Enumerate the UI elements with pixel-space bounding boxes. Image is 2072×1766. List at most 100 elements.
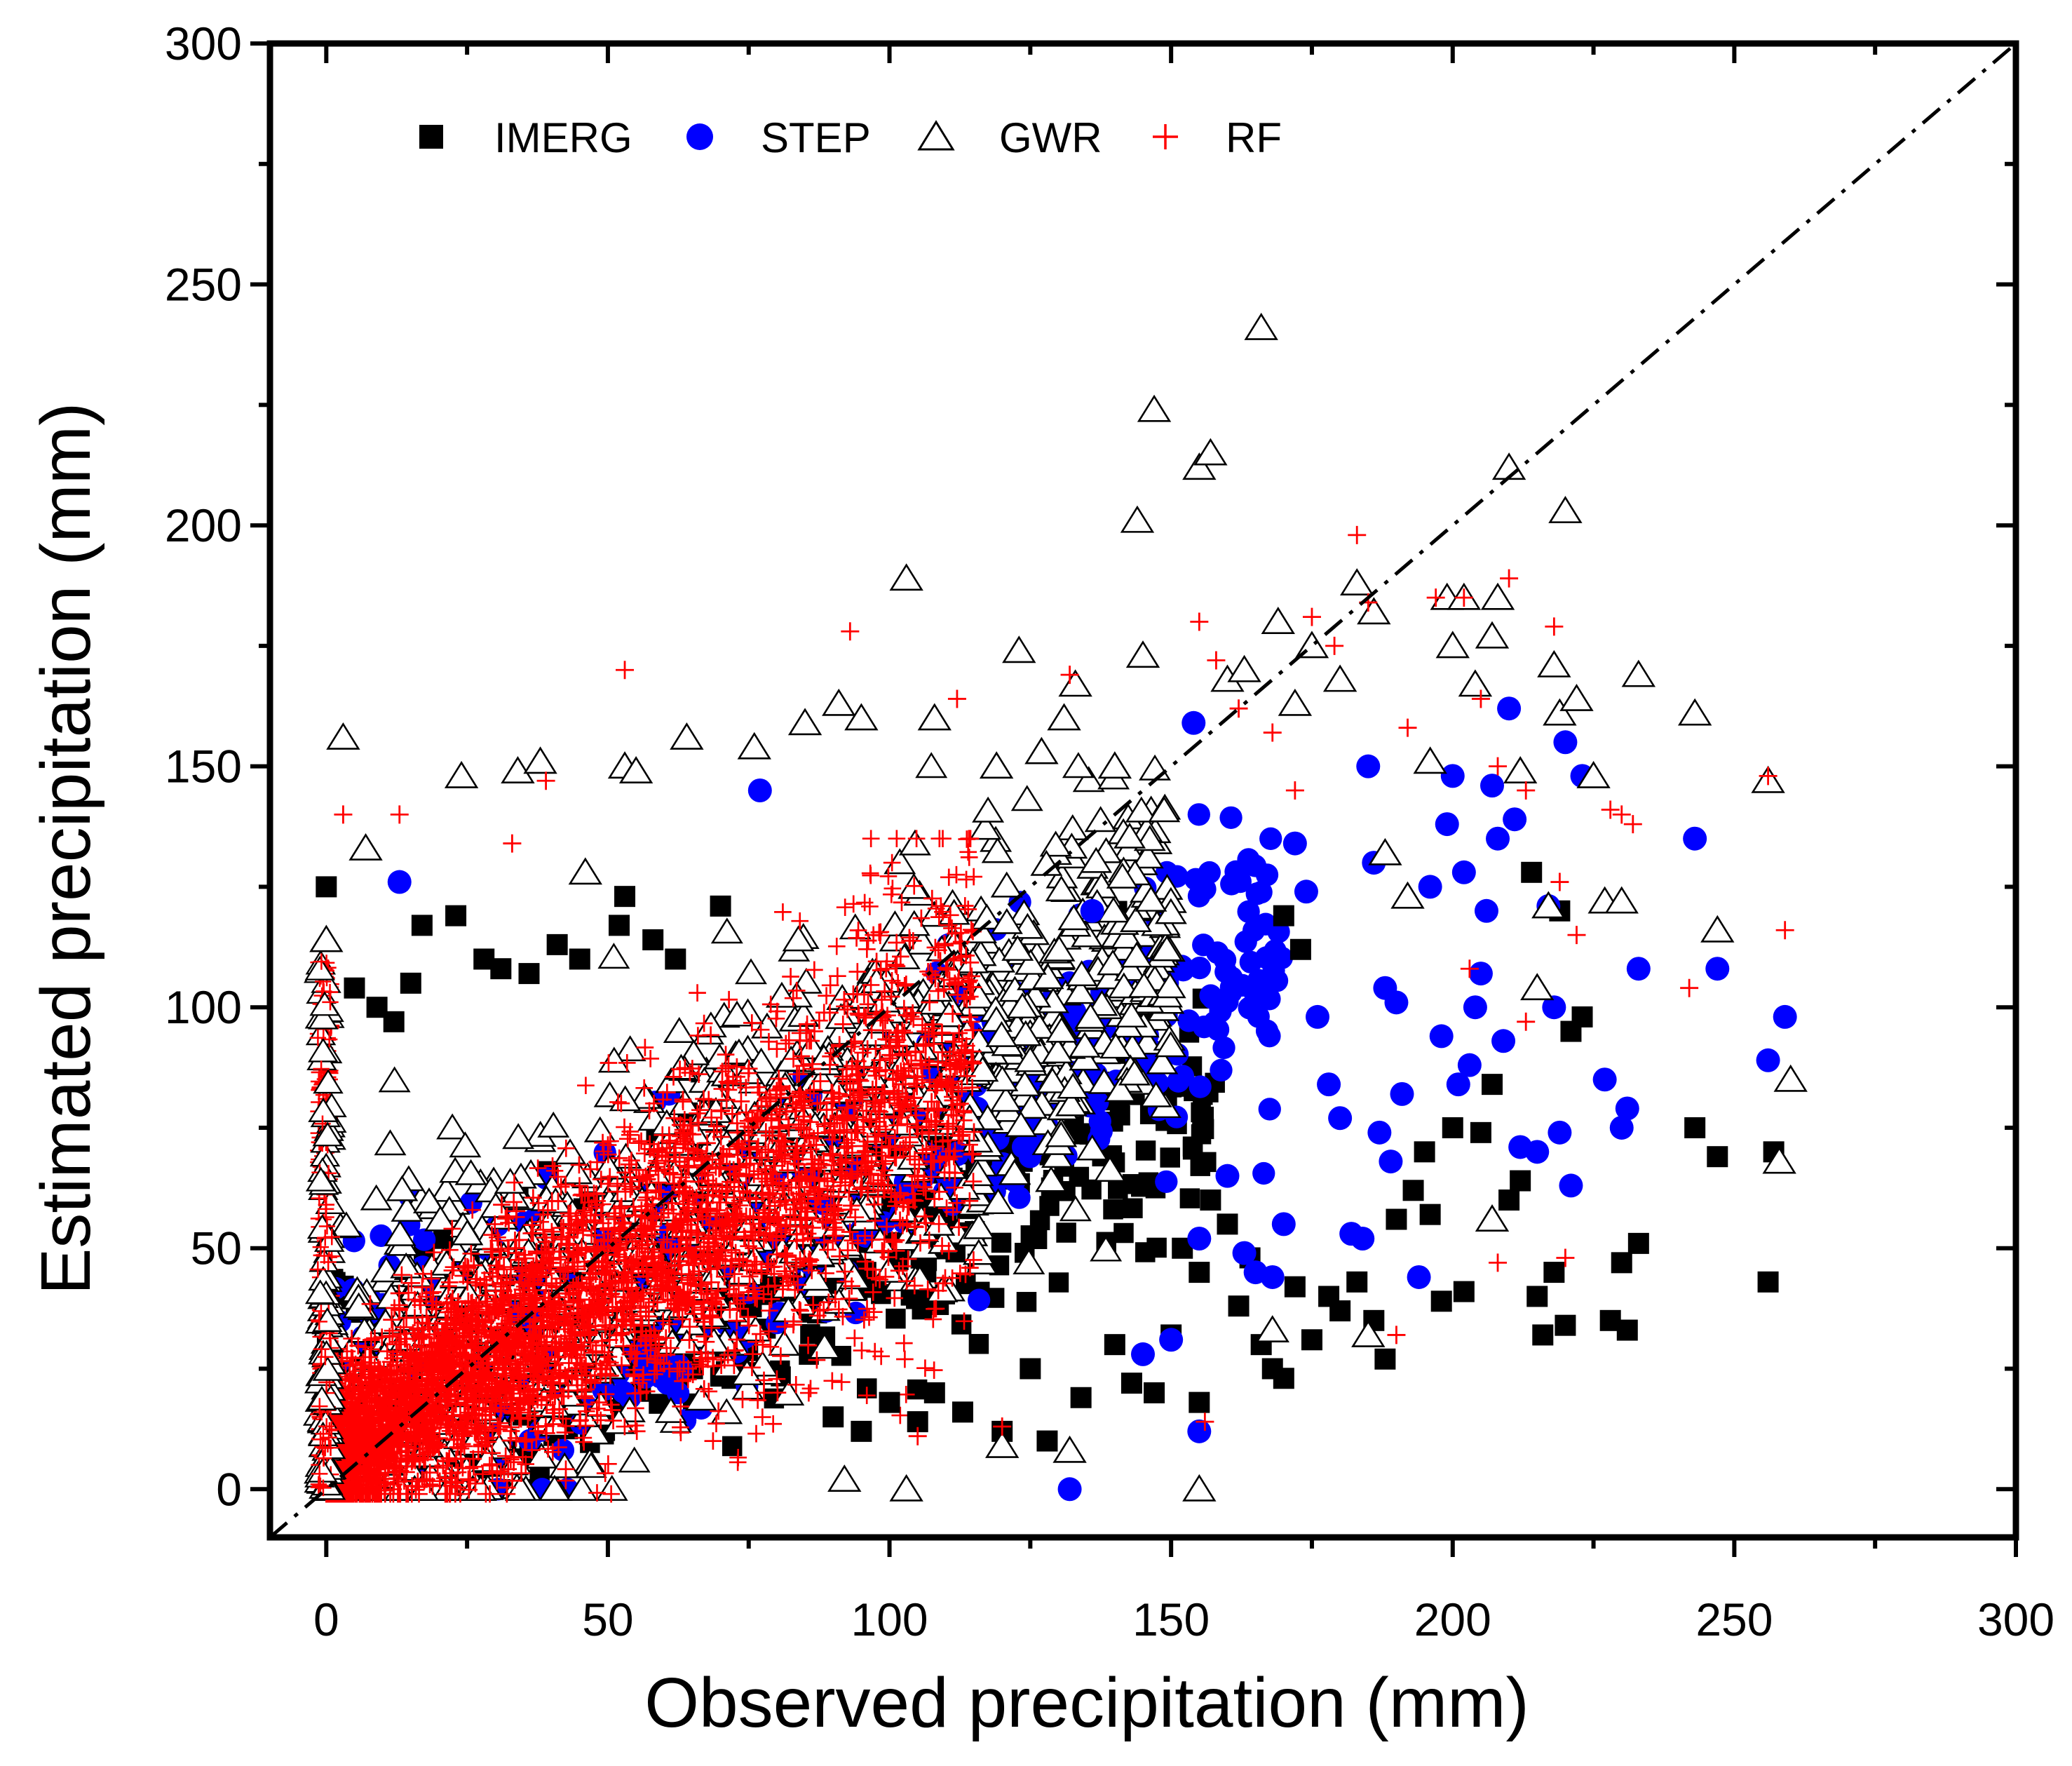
- point-gwr: [386, 1175, 419, 1201]
- point-rf: [689, 984, 706, 1002]
- point-gwr: [962, 1239, 995, 1265]
- point-rf: [888, 830, 906, 848]
- point-rf: [729, 1453, 747, 1471]
- point-gwr: [981, 837, 1014, 863]
- point-imerg: [1039, 1196, 1059, 1216]
- point-imerg: [1192, 1111, 1212, 1132]
- point-rf: [916, 1359, 934, 1377]
- point-step: [1064, 1000, 1087, 1023]
- point-imerg: [1056, 1222, 1076, 1243]
- point-imerg: [951, 1314, 972, 1335]
- point-gwr: [1010, 785, 1043, 811]
- point-imerg: [1020, 1225, 1041, 1246]
- point-rf: [855, 894, 874, 912]
- point-gwr: [454, 1159, 487, 1185]
- point-gwr: [1146, 1048, 1179, 1074]
- point-rf: [800, 1384, 818, 1402]
- point-gwr: [1009, 1020, 1042, 1046]
- point-gwr: [614, 1035, 646, 1062]
- point-step: [1259, 827, 1282, 850]
- point-gwr: [1006, 992, 1039, 1018]
- point-gwr: [436, 1113, 469, 1140]
- point-gwr: [1001, 934, 1034, 961]
- point-gwr: [990, 908, 1023, 934]
- point-imerg: [907, 1379, 928, 1400]
- point-gwr: [963, 1213, 995, 1239]
- point-imerg: [1048, 1272, 1069, 1293]
- point-step: [1252, 1161, 1275, 1185]
- point-step: [1258, 1098, 1281, 1121]
- point-gwr: [768, 1329, 801, 1356]
- point-step: [1242, 919, 1266, 942]
- point-step: [1237, 900, 1260, 923]
- point-imerg: [1190, 1156, 1211, 1176]
- point-gwr: [1041, 1037, 1074, 1064]
- point-gwr: [1013, 1248, 1045, 1274]
- point-gwr: [597, 943, 630, 969]
- point-gwr: [1090, 1235, 1123, 1262]
- point-gwr: [750, 1012, 783, 1039]
- point-gwr: [360, 1184, 393, 1211]
- point-gwr: [1099, 1032, 1132, 1059]
- point-gwr: [721, 1000, 754, 1027]
- point-gwr: [1043, 935, 1076, 962]
- point-step: [1198, 861, 1221, 884]
- point-gwr: [618, 1446, 651, 1473]
- point-gwr: [1072, 766, 1105, 793]
- point-gwr: [583, 1116, 616, 1142]
- point-step: [1187, 884, 1211, 908]
- point-gwr: [597, 1046, 630, 1073]
- point-imerg: [1135, 1140, 1156, 1161]
- point-gwr: [898, 829, 931, 856]
- dense-data-cloud: [302, 752, 1293, 1503]
- point-rf: [832, 1373, 851, 1391]
- point-gwr: [1039, 830, 1072, 857]
- point-rf: [577, 1077, 595, 1095]
- point-step: [1177, 1009, 1200, 1032]
- point-gwr: [1008, 1070, 1041, 1097]
- point-gwr: [1139, 1081, 1172, 1107]
- point-step: [1189, 1075, 1212, 1098]
- point-imerg: [968, 1333, 989, 1354]
- point-rf: [827, 937, 846, 955]
- point-gwr: [654, 1396, 687, 1423]
- point-gwr: [554, 1138, 587, 1165]
- point-rf: [829, 967, 846, 985]
- point-gwr: [1085, 990, 1118, 1016]
- point-imerg: [886, 1308, 906, 1329]
- point-gwr: [560, 1158, 593, 1185]
- point-imerg: [991, 1232, 1012, 1253]
- point-gwr: [1111, 922, 1144, 949]
- point-imerg: [1103, 1199, 1123, 1220]
- point-gwr: [970, 903, 1003, 930]
- point-gwr: [1104, 1076, 1137, 1103]
- point-gwr: [1154, 1031, 1187, 1058]
- point-gwr: [342, 1292, 375, 1319]
- point-gwr: [722, 1038, 755, 1065]
- point-gwr: [745, 1047, 778, 1074]
- point-gwr: [424, 1205, 457, 1232]
- point-imerg: [1131, 1176, 1151, 1197]
- point-gwr: [1113, 822, 1146, 849]
- point-gwr: [1115, 1001, 1148, 1027]
- point-imerg: [1123, 1198, 1143, 1218]
- point-gwr: [1041, 1142, 1074, 1168]
- point-imerg: [1146, 1237, 1167, 1258]
- point-step: [1213, 948, 1237, 971]
- point-gwr: [412, 1187, 445, 1214]
- point-gwr: [1059, 1195, 1092, 1222]
- point-gwr: [782, 925, 815, 952]
- point-step: [412, 1228, 436, 1251]
- point-gwr: [1084, 806, 1117, 833]
- point-step: [1223, 976, 1246, 999]
- point-rf: [791, 912, 809, 930]
- point-gwr: [961, 1160, 994, 1187]
- point-imerg: [722, 1436, 743, 1457]
- point-gwr: [972, 796, 1005, 823]
- point-step: [1219, 806, 1242, 829]
- point-gwr: [1088, 1067, 1120, 1094]
- point-gwr: [537, 1111, 570, 1138]
- point-imerg: [1160, 1147, 1180, 1168]
- point-step: [1088, 1110, 1111, 1133]
- point-gwr: [1031, 963, 1064, 990]
